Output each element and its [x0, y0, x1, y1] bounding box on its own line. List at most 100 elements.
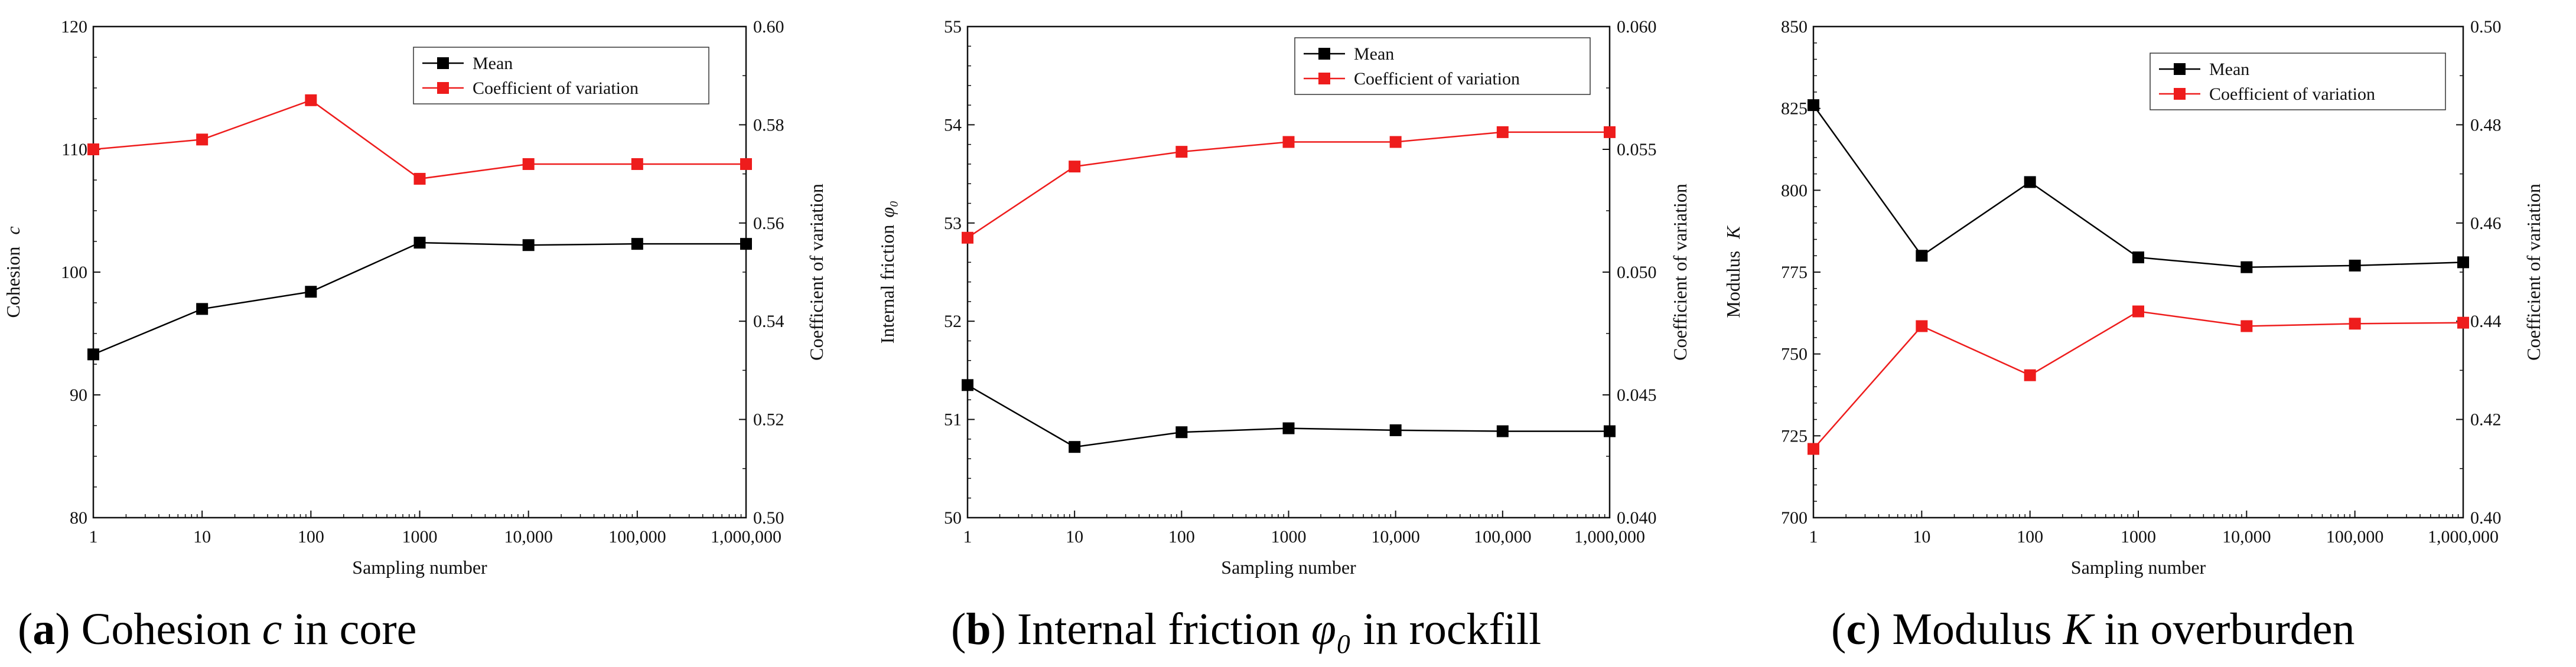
y-tick-label: 50: [944, 508, 962, 528]
data-point-coefficient-of-variation: [631, 158, 643, 170]
y-tick-label: 52: [944, 312, 962, 331]
caption-text: ) Internal friction: [991, 604, 1311, 654]
caption-text: ) Modulus: [1866, 604, 2063, 654]
y2-tick-label: 0.56: [753, 214, 784, 233]
x-tick-label: 1,000,000: [711, 527, 781, 547]
chart-a: 1 10 100 1000 10,000 100,000 1,000,00080901001…: [2, 17, 827, 578]
data-point-mean: [1496, 425, 1509, 437]
y-tick-label: 90: [70, 385, 87, 405]
y2-tick-label: 0.46: [2470, 214, 2502, 233]
data-point-mean: [2024, 176, 2036, 188]
x-tick-label: 100: [298, 527, 324, 547]
y-axis-title-text: Modulus: [1722, 246, 1744, 318]
caption-symbol: c: [262, 604, 282, 654]
data-point-coefficient-of-variation: [522, 158, 535, 170]
legend-box: [413, 47, 709, 104]
x-axis-title: Sampling number: [1221, 557, 1356, 578]
y2-tick-label: 0.60: [753, 17, 784, 37]
y2-axis-title: Coefficient of variation: [1669, 184, 1691, 361]
legend-label: Mean: [1354, 44, 1394, 64]
caption-letter: c: [1846, 604, 1867, 654]
series-line-mean: [1812, 104, 2464, 268]
data-point-mean: [305, 286, 317, 298]
legend-box: [2150, 53, 2446, 110]
y-axis-title: Cohesion c: [2, 226, 24, 318]
y-tick-label: 80: [70, 508, 87, 528]
caption-a: (a) Cohesion c in core: [18, 604, 417, 654]
x-tick-label: 100: [2017, 527, 2043, 547]
data-point-coefficient-of-variation: [1175, 146, 1188, 158]
data-point-coefficient-of-variation: [1604, 126, 1616, 138]
data-point-mean: [2457, 256, 2469, 269]
y-tick-label: 800: [1781, 181, 1808, 200]
data-point-coefficient-of-variation: [413, 172, 426, 185]
charts-svg: 1 10 100 1000 10,000 100,000 1,000,000 80 90 100 1…: [2, 17, 2544, 578]
series-line-coefficient-of-variation: [1813, 310, 2464, 450]
series-line-coefficient-of-variation: [967, 131, 1610, 238]
data-point-coefficient-of-variation: [1389, 136, 1402, 148]
x-tick-label: 1000: [1271, 527, 1307, 547]
series-line-mean: [93, 241, 746, 355]
y-axis-title-symbol: φ₀: [877, 201, 898, 218]
data-point-mean: [87, 348, 99, 361]
x-tick-label: 1000: [2121, 527, 2156, 547]
data-point-mean: [413, 237, 426, 249]
data-point-coefficient-of-variation: [1916, 320, 1928, 332]
data-point-coefficient-of-variation: [2132, 305, 2144, 318]
y-tick-label: 54: [944, 115, 962, 135]
x-tick-label: 10: [1066, 527, 1083, 547]
data-point-mean: [1916, 250, 1928, 262]
y2-tick-label: 0.42: [2470, 410, 2502, 430]
caption-text: ) Cohesion: [55, 604, 262, 654]
y-axis-title-text: Cohesion: [2, 242, 24, 318]
y-tick-label: 775: [1781, 263, 1808, 282]
caption-text: in rockfill: [1351, 604, 1542, 654]
y-tick-label: 120: [61, 17, 87, 37]
legend-marker: [1318, 73, 1330, 84]
y2-axis-title: Coefficient of variation: [806, 184, 827, 361]
x-tick-label: 1,000,000: [2428, 527, 2499, 547]
y2-tick-label: 0.060: [1617, 17, 1657, 37]
x-tick-label: 100: [1168, 527, 1195, 547]
y-tick-label: 100: [61, 263, 87, 282]
y-axis-title: Internal friction φ₀: [877, 201, 898, 344]
x-tick-label: 100,000: [1474, 527, 1532, 547]
data-point-coefficient-of-variation: [196, 133, 209, 146]
caption-text: in core: [282, 604, 417, 654]
plot-frame: [966, 25, 1611, 519]
x-tick-label: 10,000: [1371, 527, 1420, 547]
y2-axis-title: Coefficient of variation: [2523, 184, 2544, 361]
legend-label: Coefficient of variation: [1354, 69, 1520, 89]
caption-letter: a: [32, 604, 56, 654]
chart-b: 1 10 100 1000 10,000 100,000 1,000,000 50 51 52 53…: [877, 17, 1691, 578]
x-tick-label: 1,000,000: [1574, 527, 1645, 547]
y2-tick-label: 0.50: [753, 508, 784, 528]
y-tick-label: 53: [944, 214, 962, 233]
legend-label: Mean: [473, 54, 513, 73]
data-point-coefficient-of-variation: [1808, 443, 1819, 455]
data-point-mean: [1069, 441, 1081, 453]
x-tick-label: 10,000: [504, 527, 553, 547]
data-point-coefficient-of-variation: [2349, 318, 2361, 330]
x-tick-label: 1000: [402, 527, 438, 547]
y2-tick-label: 0.045: [1617, 385, 1657, 405]
y-tick-label: 750: [1781, 345, 1808, 364]
y-tick-label: 850: [1781, 17, 1808, 37]
y-axis-title-symbol: K: [1722, 225, 1744, 240]
legend-label: Mean: [2209, 60, 2249, 79]
data-point-mean: [2349, 259, 2361, 272]
data-point-mean: [962, 379, 973, 391]
legend-box: [1294, 37, 1591, 95]
data-point-coefficient-of-variation: [2457, 316, 2469, 329]
caption-symbol: φ₀: [1311, 604, 1352, 654]
data-point-mean: [522, 239, 535, 251]
chart-c: 1 10 100 1000 10,000 100,000 1,000,000 700 725 75…: [1722, 17, 2544, 578]
x-axis-title: Sampling number: [2071, 557, 2206, 578]
x-tick-label: 1: [89, 527, 98, 547]
data-point-mean: [740, 238, 752, 250]
caption-c: (c) Modulus K in overburden: [1831, 604, 2355, 654]
legend-marker: [2174, 63, 2186, 75]
x-tick-label: 10,000: [2222, 527, 2271, 547]
caption-b: (b) Internal friction φ₀ in rockfill: [951, 604, 1542, 654]
caption-text: in overburden: [2093, 604, 2355, 654]
